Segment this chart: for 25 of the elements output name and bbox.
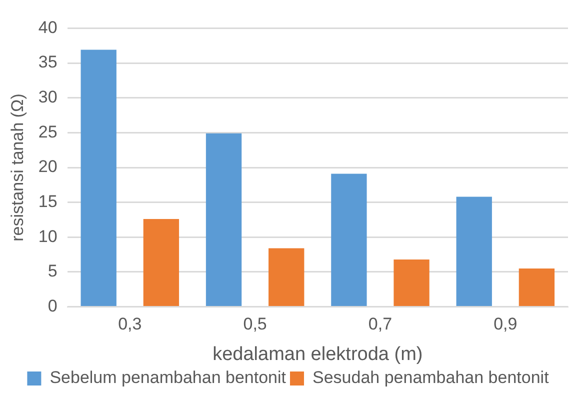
- y-tick-label: 5: [48, 262, 58, 281]
- legend-label: Sebelum penambahan bentonit: [50, 368, 286, 388]
- y-tick-label: 30: [38, 88, 58, 107]
- x-tick-label: 0,7: [368, 314, 392, 334]
- y-tick-label: 15: [38, 192, 58, 212]
- bar: [456, 196, 492, 306]
- y-tick-label: 10: [38, 226, 58, 246]
- bar: [394, 259, 430, 306]
- x-tick-label: 0,3: [118, 314, 142, 334]
- y-tick-label: 25: [38, 122, 58, 142]
- y-tick-label: 40: [38, 18, 58, 37]
- bar: [331, 174, 367, 306]
- bar: [80, 50, 116, 306]
- x-axis-title: kedalaman elektroda (m): [212, 344, 423, 365]
- y-tick-label: 0: [48, 296, 58, 316]
- x-tick-label: 0,9: [494, 314, 518, 334]
- y-tick-label: 20: [38, 157, 58, 176]
- x-tick-label: 0,5: [243, 314, 267, 334]
- y-axis-title: resistansi tanah (Ω): [8, 94, 27, 242]
- legend-label: Sesudah penambahan bentonit: [312, 368, 550, 388]
- bar: [268, 248, 304, 306]
- bar: [206, 133, 242, 306]
- bar: [143, 219, 180, 306]
- bar: [518, 268, 555, 306]
- y-tick-label: 35: [38, 52, 58, 72]
